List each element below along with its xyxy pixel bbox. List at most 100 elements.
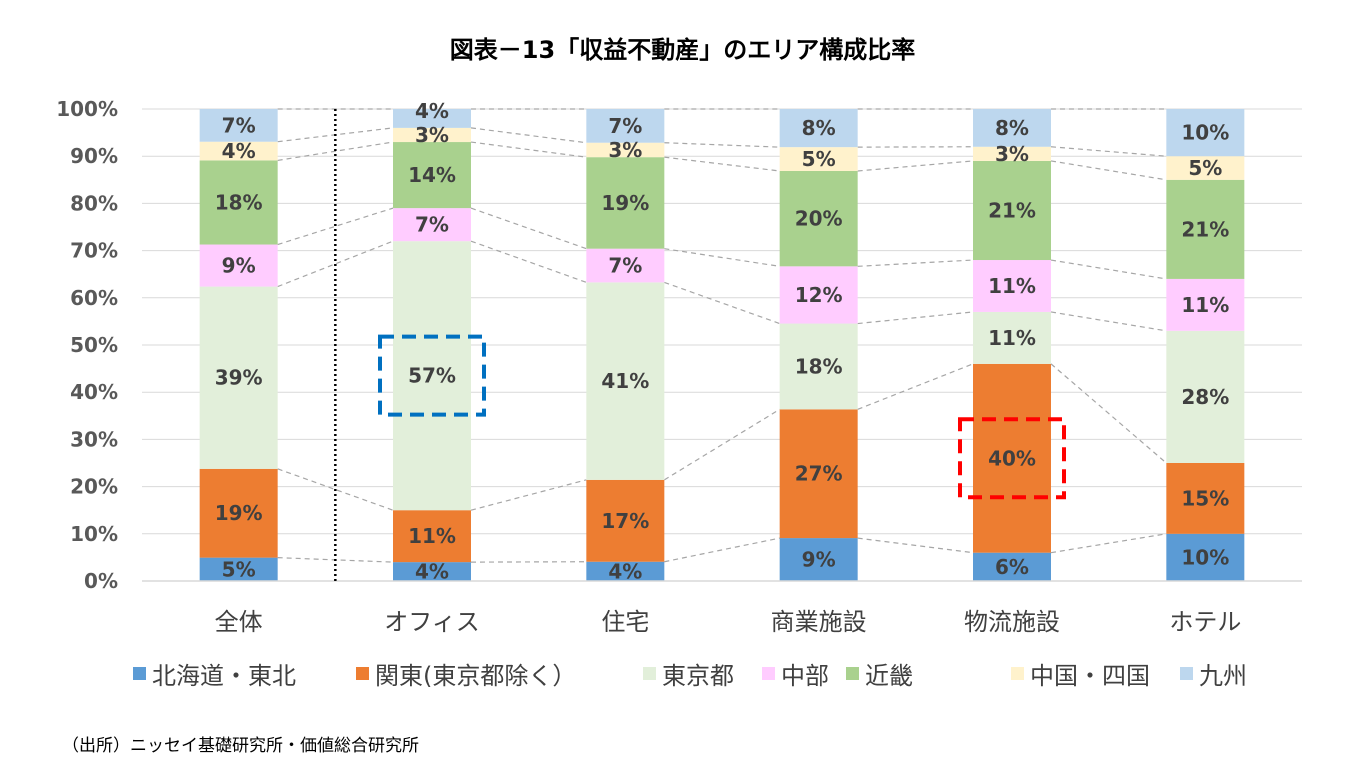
connector-line <box>470 479 587 511</box>
bar-segment <box>973 311 1051 364</box>
legend-label: 九州 <box>1199 662 1247 690</box>
bar-segment <box>586 109 665 143</box>
connector-line <box>277 141 394 161</box>
data-label: 19% <box>601 191 649 215</box>
bar-segment <box>1166 179 1245 279</box>
data-label: 3% <box>415 123 449 147</box>
x-tick-label: ホテル <box>1169 608 1241 636</box>
bar-segment <box>779 147 858 171</box>
connector-line <box>664 156 780 172</box>
connector-line <box>1050 146 1167 157</box>
connector-line <box>470 141 587 158</box>
bar-segment <box>586 142 665 158</box>
connector-line <box>664 142 780 148</box>
legend-swatch <box>846 667 859 680</box>
bar-segment <box>199 557 278 581</box>
data-label: 8% <box>802 116 836 140</box>
bar-segment <box>779 409 858 539</box>
connector-line <box>664 248 780 267</box>
connector-line <box>277 207 394 246</box>
bar-segment <box>393 510 471 563</box>
data-label: 3% <box>608 138 642 162</box>
data-label: 27% <box>795 462 843 486</box>
data-label: 18% <box>795 354 843 378</box>
legend-label: 中国・四国 <box>1030 662 1150 690</box>
bar-segment <box>1166 278 1245 331</box>
data-label: 14% <box>408 163 456 187</box>
x-tick-label: 商業施設 <box>771 608 867 636</box>
bar-segment <box>779 170 858 267</box>
legend-item: 近畿 <box>846 656 913 691</box>
highlight-box <box>958 417 1066 500</box>
data-label: 40% <box>988 446 1036 470</box>
bar-segment <box>973 260 1051 312</box>
connector-line <box>1050 533 1167 554</box>
x-tick-label: 物流施設 <box>964 608 1060 636</box>
stacked-bar-chart: 0% 10% 20% 30% 40% 50% 60% 70% 80% 90% 100% 5% 19% 39… <box>56 97 1302 636</box>
bar-segment <box>1166 109 1245 157</box>
data-label: 17% <box>601 509 649 533</box>
data-label: 5% <box>1188 156 1222 180</box>
data-label: 21% <box>1181 217 1229 241</box>
bar-segment <box>393 127 471 143</box>
data-label: 7% <box>608 114 642 138</box>
data-label: 4% <box>222 139 256 163</box>
legend-item: 東京都 <box>643 656 734 691</box>
connector-line <box>470 240 587 283</box>
legend-swatch <box>356 667 369 680</box>
bar-segment <box>199 109 278 142</box>
data-label: 39% <box>215 366 263 390</box>
data-label: 18% <box>215 190 263 214</box>
data-label: 57% <box>408 364 456 388</box>
legend-swatch <box>133 667 146 680</box>
bar-segment <box>779 109 858 148</box>
chart-title: 図表－13「収益不動産」のエリア構成比率 <box>449 36 916 64</box>
bar-segment <box>973 109 1051 147</box>
legend-item: 中部 <box>762 656 829 691</box>
data-label: 41% <box>601 369 649 393</box>
connector-line <box>470 127 587 144</box>
y-tick-label: 20% <box>70 475 118 499</box>
connector-line <box>1050 160 1167 181</box>
data-label: 7% <box>415 213 449 237</box>
connector-line <box>857 160 974 172</box>
data-label: 4% <box>415 99 449 123</box>
legend-label: 東京都 <box>662 662 734 690</box>
bar-segment <box>973 146 1051 161</box>
bar-segment <box>973 363 1051 553</box>
bar-segment <box>586 561 665 581</box>
y-tick-label: 80% <box>70 191 118 215</box>
bar-segment <box>199 141 278 161</box>
y-tick-label: 90% <box>70 144 118 168</box>
highlight-box <box>378 334 486 417</box>
bar-segment <box>779 323 858 410</box>
bar-segment <box>393 562 471 581</box>
data-label: 7% <box>222 113 256 137</box>
legend-label: 北海道・東北 <box>152 662 296 690</box>
y-tick-label: 0% <box>84 569 118 593</box>
bar-segment <box>199 468 278 558</box>
x-tick-label: オフィス <box>384 608 480 636</box>
data-label: 12% <box>795 283 843 307</box>
bar-segment <box>199 160 278 245</box>
y-tick-label: 10% <box>70 522 118 546</box>
legend-item: 北海道・東北 <box>133 656 296 691</box>
data-label: 11% <box>988 274 1036 298</box>
bar-segment <box>1166 533 1245 581</box>
data-label: 15% <box>1181 486 1229 510</box>
data-label: 11% <box>988 326 1036 350</box>
data-label: 11% <box>1181 293 1229 317</box>
bar-segment <box>1166 463 1245 534</box>
bar-segment <box>393 208 471 242</box>
bar-segment <box>393 241 471 511</box>
data-label: 28% <box>1181 385 1229 409</box>
bar-segment <box>586 157 665 249</box>
connector-line <box>857 259 974 267</box>
bar-segment <box>586 248 665 283</box>
data-label: 7% <box>608 254 642 278</box>
y-tick-label: 100% <box>56 97 118 121</box>
data-label: 9% <box>802 548 836 572</box>
bar-segment <box>779 538 858 581</box>
y-tick-label: 70% <box>70 239 118 263</box>
data-label: 11% <box>408 524 456 548</box>
